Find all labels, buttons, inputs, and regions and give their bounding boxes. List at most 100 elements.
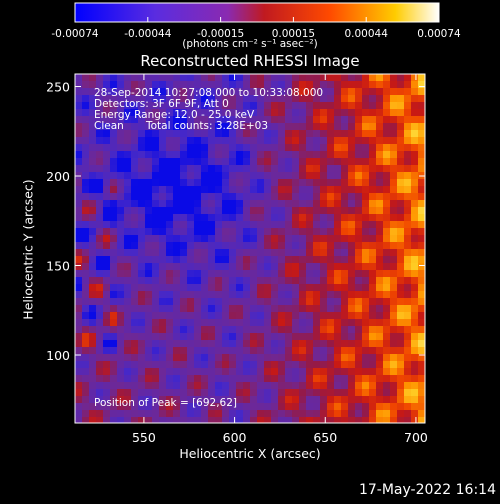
heatmap-cell [208, 165, 215, 172]
heatmap-cell [166, 375, 173, 382]
info-counts: Total counts: 3.28E+03 [146, 120, 269, 132]
heatmap-cell [96, 256, 103, 263]
heatmap-cell [110, 123, 117, 130]
heatmap-cell [383, 137, 390, 144]
heatmap-cell [341, 256, 348, 263]
heatmap-cell [138, 354, 145, 361]
heatmap-cell [138, 270, 145, 277]
heatmap-cell [117, 340, 124, 347]
info-energy: Energy Range: 12.0 - 25.0 keV [94, 109, 255, 121]
heatmap-cell [215, 144, 222, 151]
heatmap-cell [208, 403, 215, 410]
heatmap-cell [208, 214, 215, 221]
heatmap-cell [355, 270, 362, 277]
heatmap-cell [250, 277, 257, 284]
heatmap-cell [250, 116, 257, 123]
heatmap-cell [383, 305, 390, 312]
heatmap-cell [103, 277, 110, 284]
heatmap-cell [82, 284, 89, 291]
heatmap-cell [404, 305, 411, 312]
heatmap-cell [299, 249, 306, 256]
heatmap-cell [397, 144, 404, 151]
heatmap-cell [411, 123, 418, 130]
heatmap-cell [187, 207, 194, 214]
heatmap-cell [236, 382, 243, 389]
heatmap-cell [264, 291, 271, 298]
heatmap-cell [180, 270, 187, 277]
heatmap-cell [75, 368, 82, 375]
heatmap-cell [369, 144, 376, 151]
heatmap-cell [327, 88, 334, 95]
heatmap-cell [369, 193, 376, 200]
heatmap-cell [313, 81, 320, 88]
heatmap-cell [222, 382, 229, 389]
heatmap-cell [306, 242, 313, 249]
heatmap-cell [320, 263, 327, 270]
heatmap-cell [278, 291, 285, 298]
heatmap-cell [306, 333, 313, 340]
heatmap-cell [334, 312, 341, 319]
heatmap-cell [278, 305, 285, 312]
heatmap-cell [355, 417, 362, 423]
heatmap-cell [383, 200, 390, 207]
heatmap-cell [390, 242, 397, 249]
heatmap-cell [341, 403, 348, 410]
heatmap-cell [229, 144, 236, 151]
heatmap-cell [124, 186, 131, 193]
heatmap-cell [138, 410, 145, 417]
heatmap-cell [278, 277, 285, 284]
heatmap-cell [341, 333, 348, 340]
heatmap-cell [355, 123, 362, 130]
heatmap-cell [215, 151, 222, 158]
heatmap-cell [117, 137, 124, 144]
heatmap-cell [138, 158, 145, 165]
heatmap-cell [243, 214, 250, 221]
heatmap-cell [278, 109, 285, 116]
heatmap-cell [397, 130, 404, 137]
heatmap-cell [145, 249, 152, 256]
heatmap-cell [404, 165, 411, 172]
heatmap-cell [292, 270, 299, 277]
heatmap-cell [222, 368, 229, 375]
heatmap-cell [103, 102, 110, 109]
heatmap-cell [397, 165, 404, 172]
heatmap-cell [327, 123, 334, 130]
heatmap-cell [348, 333, 355, 340]
heatmap-cell [404, 277, 411, 284]
heatmap-cell [159, 116, 166, 123]
heatmap-cell [229, 305, 236, 312]
heatmap-cell [89, 151, 96, 158]
heatmap-cell [82, 186, 89, 193]
heatmap-cell [404, 179, 411, 186]
heatmap-cell [110, 88, 117, 95]
heatmap-cell [418, 81, 425, 88]
heatmap-cell [103, 179, 110, 186]
heatmap-cell [103, 284, 110, 291]
heatmap-cell [341, 130, 348, 137]
heatmap-cell [103, 347, 110, 354]
heatmap-cell [187, 221, 194, 228]
heatmap-cell [229, 368, 236, 375]
heatmap-cell [166, 137, 173, 144]
heatmap-cell [271, 151, 278, 158]
heatmap-cell [215, 102, 222, 109]
y-tick-label: 150 [46, 259, 70, 274]
heatmap-cell [355, 277, 362, 284]
heatmap-cell [103, 410, 110, 417]
heatmap-cell [285, 333, 292, 340]
heatmap-cell [215, 347, 222, 354]
heatmap-cell [159, 242, 166, 249]
heatmap-cell [257, 102, 264, 109]
heatmap-cell [320, 137, 327, 144]
heatmap-cell [103, 382, 110, 389]
heatmap-cell [320, 389, 327, 396]
heatmap-cell [222, 347, 229, 354]
colorbar-svg: -0.00074 -0.00044 -0.00015 0.00015 0.00044 0.… [51, 2, 461, 40]
heatmap-cell [264, 396, 271, 403]
heatmap-cell [278, 165, 285, 172]
heatmap-cell [418, 284, 425, 291]
heatmap-cell [397, 270, 404, 277]
heatmap-cell [306, 249, 313, 256]
heatmap-cell [404, 109, 411, 116]
